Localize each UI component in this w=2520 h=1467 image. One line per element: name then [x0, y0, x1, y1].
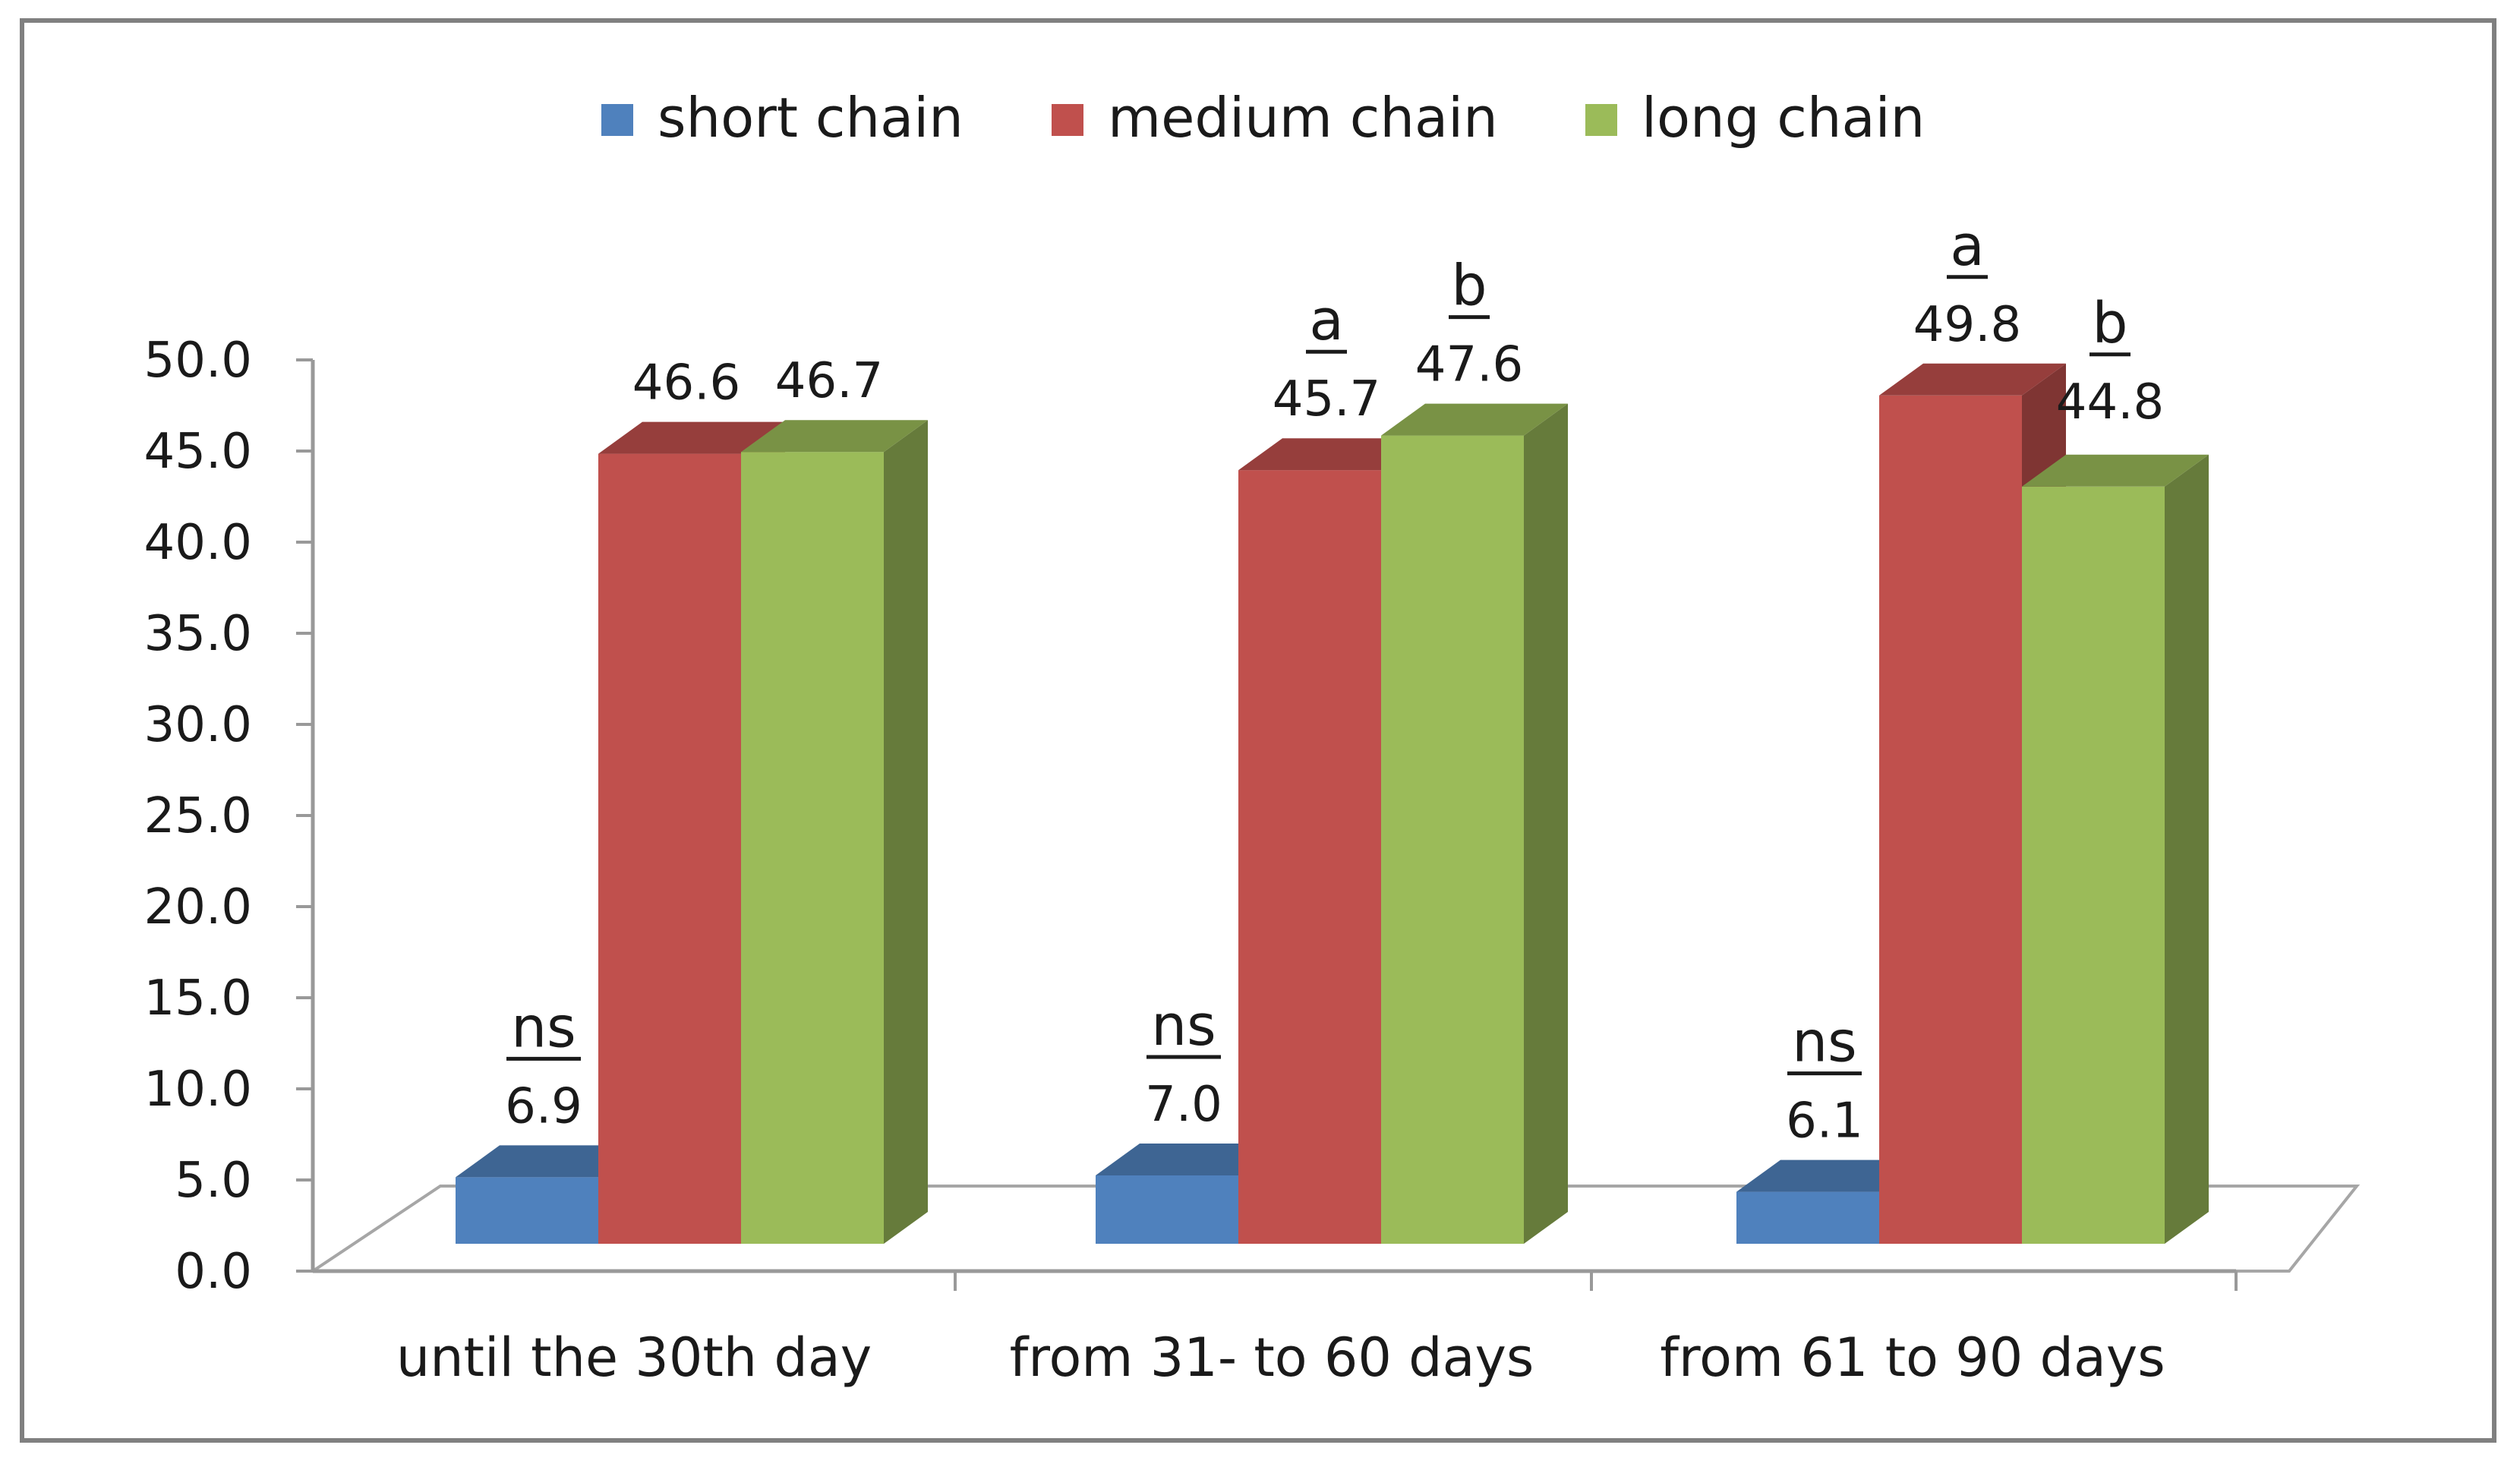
data-label: 6.9 — [505, 1078, 582, 1134]
y-tick-label: 45.0 — [144, 424, 253, 480]
bar-medium-chain — [1879, 395, 2022, 1244]
bar-long-chain — [1381, 435, 1524, 1244]
significance-label: a — [1309, 288, 1343, 353]
legend-label: medium chain — [1108, 86, 1498, 150]
y-tick-label: 25.0 — [144, 788, 253, 844]
data-label: 45.7 — [1273, 371, 1381, 427]
bar-short-chain — [1736, 1191, 1879, 1244]
data-label: 44.8 — [2056, 374, 2165, 431]
data-label: 7.0 — [1145, 1077, 1222, 1133]
data-label: 47.6 — [1415, 337, 1524, 393]
bar-short-chain — [1096, 1175, 1238, 1244]
bar-medium-chain — [598, 453, 741, 1244]
bar-short-chain — [456, 1177, 598, 1244]
bar-top-medium-chain — [1879, 363, 2066, 396]
bar-top-medium-chain — [598, 421, 785, 454]
y-tick-label: 10.0 — [144, 1062, 253, 1118]
bar-top-short-chain — [456, 1145, 642, 1178]
bar-top-medium-chain — [1238, 438, 1425, 471]
y-tick-label: 50.0 — [144, 333, 253, 389]
y-tick-label: 35.0 — [144, 606, 253, 662]
significance-label: ns — [1792, 1010, 1856, 1075]
bar-top-long-chain — [2022, 454, 2209, 487]
legend-swatch — [1585, 104, 1617, 136]
significance-label: ns — [1151, 993, 1216, 1058]
significance-label: a — [1950, 213, 1984, 279]
legend-swatch — [601, 104, 633, 136]
y-tick-label: 15.0 — [144, 970, 253, 1027]
bar-side-long-chain — [2165, 454, 2209, 1244]
legend-label: long chain — [1642, 86, 1925, 150]
legend-label: short chain — [658, 86, 964, 150]
data-label: 46.7 — [775, 353, 884, 409]
bar-side-long-chain — [884, 420, 928, 1245]
data-label: 49.8 — [1913, 297, 2022, 353]
bar-medium-chain — [1238, 470, 1381, 1244]
bar-side-long-chain — [1524, 403, 1568, 1244]
data-label: 46.6 — [632, 355, 741, 412]
y-tick-label: 0.0 — [175, 1244, 252, 1300]
bar-top-long-chain — [741, 420, 928, 453]
x-tick-label: from 31- to 60 days — [1010, 1327, 1534, 1389]
bar-top-short-chain — [1736, 1159, 1923, 1192]
y-tick-label: 30.0 — [144, 697, 253, 753]
significance-label: b — [1452, 254, 1487, 319]
data-label: 6.1 — [1786, 1093, 1863, 1150]
x-tick-label: until the 30th day — [396, 1327, 872, 1389]
y-tick-label: 5.0 — [175, 1153, 252, 1209]
significance-label: ns — [511, 995, 576, 1060]
bar-top-long-chain — [1381, 403, 1568, 436]
significance-label: b — [2093, 291, 2128, 356]
y-tick-label: 40.0 — [144, 515, 253, 571]
bar-top-short-chain — [1096, 1144, 1282, 1175]
y-tick-label: 20.0 — [144, 879, 253, 935]
bar-long-chain — [2022, 486, 2165, 1244]
legend-swatch — [1052, 104, 1083, 136]
x-tick-label: from 61 to 90 days — [1660, 1327, 2165, 1389]
bar-long-chain — [741, 452, 884, 1245]
